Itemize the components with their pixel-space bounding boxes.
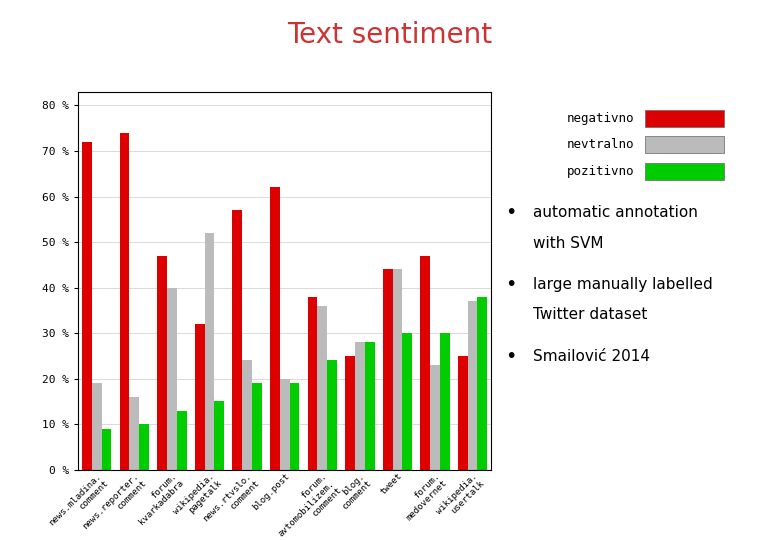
Bar xyxy=(468,301,477,470)
Bar xyxy=(252,383,262,470)
Bar xyxy=(346,356,355,470)
Bar xyxy=(477,297,488,470)
Text: nevtralno: nevtralno xyxy=(566,138,634,151)
Text: •: • xyxy=(505,203,516,222)
Bar xyxy=(140,424,149,470)
Text: with SVM: with SVM xyxy=(533,235,604,251)
Bar xyxy=(195,324,204,470)
Bar xyxy=(430,365,440,470)
Bar xyxy=(383,269,392,470)
Bar xyxy=(392,269,402,470)
Bar xyxy=(82,142,92,470)
Text: •: • xyxy=(505,347,516,366)
Bar xyxy=(355,342,365,470)
Bar xyxy=(317,306,327,470)
Bar xyxy=(243,361,252,470)
Bar xyxy=(204,233,215,470)
Bar xyxy=(101,429,112,470)
Bar xyxy=(215,401,224,470)
Text: Smailović 2014: Smailović 2014 xyxy=(533,349,650,364)
Bar xyxy=(365,342,374,470)
Bar xyxy=(177,410,186,470)
Text: automatic annotation: automatic annotation xyxy=(533,205,698,220)
Text: negativno: negativno xyxy=(566,112,634,125)
Text: •: • xyxy=(505,275,516,294)
Bar xyxy=(440,333,450,470)
Text: large manually labelled: large manually labelled xyxy=(533,277,713,292)
Bar xyxy=(307,297,317,470)
Bar xyxy=(270,187,280,470)
Bar xyxy=(92,383,101,470)
Bar xyxy=(645,136,724,153)
Bar xyxy=(232,210,243,470)
Bar xyxy=(458,356,468,470)
Bar xyxy=(645,163,724,180)
Bar xyxy=(327,361,337,470)
Text: Text sentiment: Text sentiment xyxy=(288,21,492,49)
Bar xyxy=(645,110,724,127)
Bar xyxy=(129,397,140,470)
Bar xyxy=(289,383,300,470)
Text: Twitter dataset: Twitter dataset xyxy=(533,307,647,322)
Bar xyxy=(280,379,289,470)
Bar xyxy=(167,288,177,470)
Text: pozitivno: pozitivno xyxy=(566,165,634,178)
Bar xyxy=(158,256,167,470)
Bar xyxy=(119,133,129,470)
Bar xyxy=(402,333,412,470)
Bar xyxy=(420,256,430,470)
